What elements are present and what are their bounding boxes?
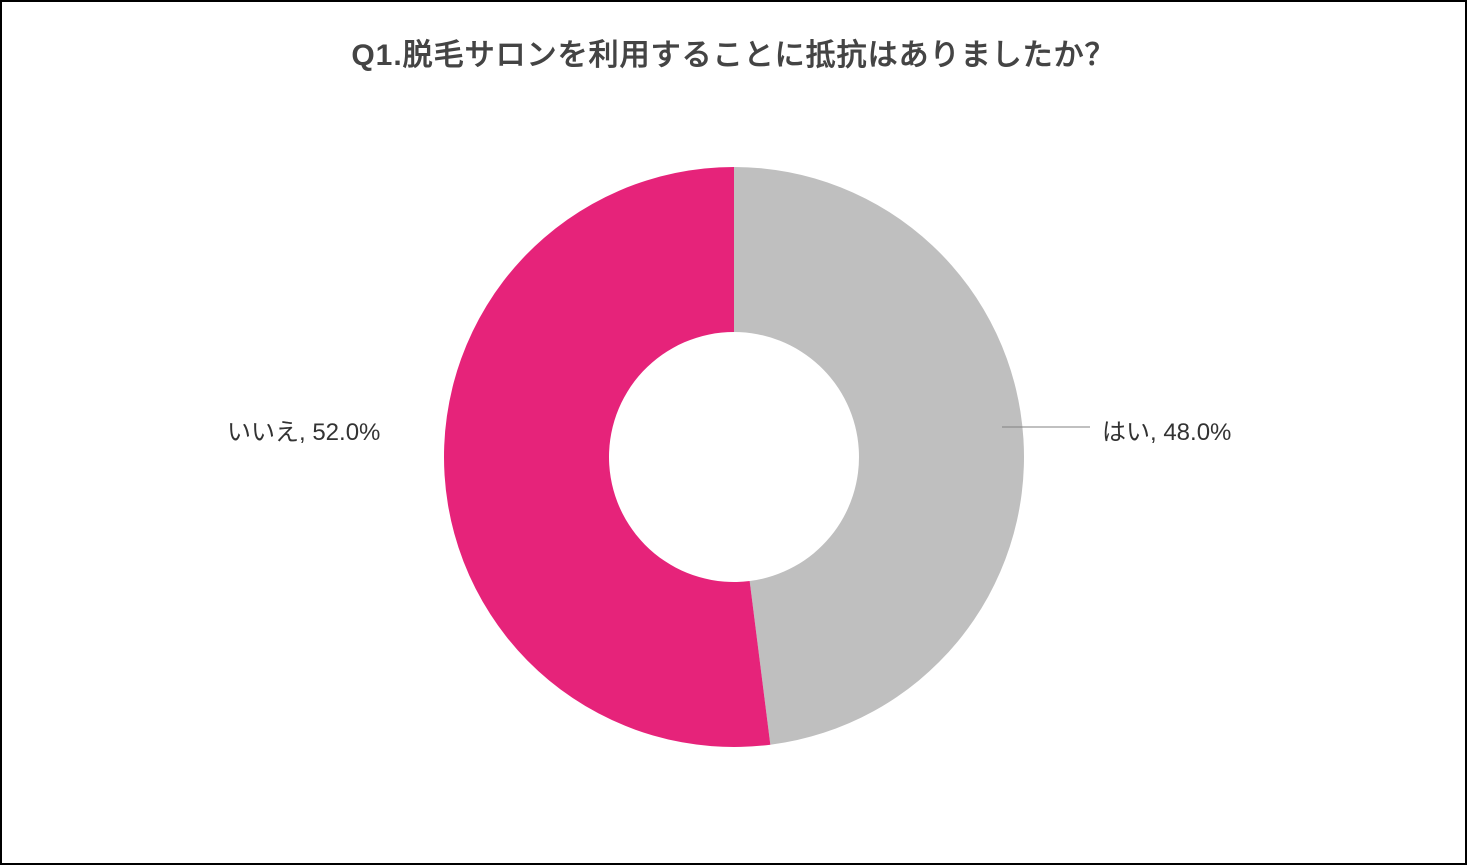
slice-label-0: はい, 48.0% xyxy=(1102,412,1231,447)
donut-wrapper xyxy=(434,157,1034,762)
donut-slice-0 xyxy=(734,167,1024,745)
donut-slice-1 xyxy=(444,167,770,747)
slice-label-1: いいえ, 52.0% xyxy=(227,412,380,447)
chart-area xyxy=(2,74,1465,845)
chart-title: Q1.脱毛サロンを利用することに抵抗はありましたか？ xyxy=(2,2,1465,74)
donut-chart xyxy=(434,157,1034,757)
chart-container: Q1.脱毛サロンを利用することに抵抗はありましたか？ はい, 48.0% いいえ,… xyxy=(0,0,1467,865)
